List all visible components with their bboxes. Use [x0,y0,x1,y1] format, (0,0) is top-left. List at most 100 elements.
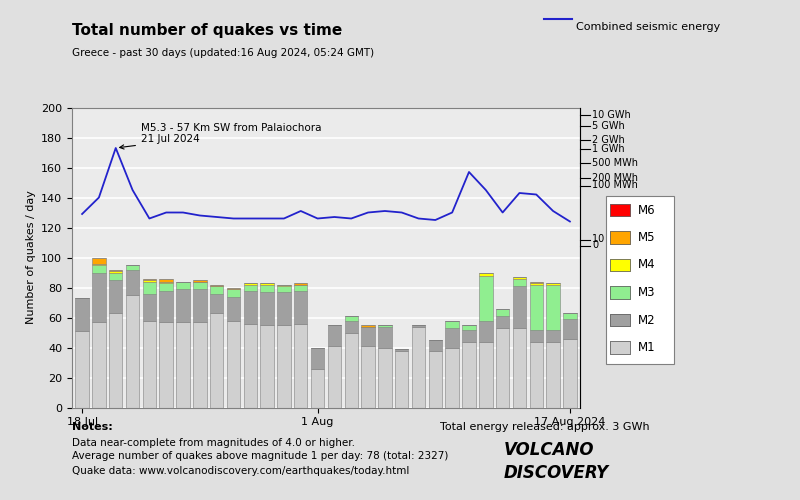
Bar [159,283,173,290]
Text: M2: M2 [638,314,655,326]
Text: M1: M1 [638,341,655,354]
Bar [142,282,156,294]
Bar [563,319,577,338]
Bar [278,292,290,325]
Text: Notes:: Notes: [72,422,113,432]
Text: M1: M1 [638,341,655,354]
Bar [530,283,543,284]
Bar [126,270,139,295]
Bar [345,316,358,320]
Bar [328,325,341,346]
Bar [446,348,459,408]
Bar [142,320,156,408]
Bar [345,332,358,407]
Text: Total energy released: approx. 3 GWh: Total energy released: approx. 3 GWh [440,422,650,432]
Bar [496,308,510,316]
Bar [142,278,156,280]
Bar [395,349,409,350]
Bar [412,326,426,407]
Bar [159,322,173,408]
Bar [446,328,459,347]
Bar [546,342,560,407]
Text: 2 GWh: 2 GWh [592,136,625,145]
Bar [513,286,526,328]
Bar [294,284,307,290]
Bar [513,277,526,278]
Bar [378,326,392,347]
Bar [109,272,122,280]
Bar [462,342,476,407]
Bar [278,284,290,286]
Bar [159,290,173,322]
Bar [429,340,442,350]
Text: M3: M3 [638,286,655,299]
Bar [378,325,392,326]
Bar [530,284,543,330]
Bar [126,265,139,270]
Bar [226,289,240,296]
Bar [345,320,358,332]
Bar [479,320,493,342]
Bar [260,284,274,292]
Bar [546,330,560,342]
Text: M6: M6 [638,204,655,216]
Bar [210,294,223,313]
Text: M3: M3 [638,286,655,299]
Bar [530,330,543,342]
Text: Combined seismic energy: Combined seismic energy [576,22,720,32]
Text: M4: M4 [638,258,655,272]
Bar [210,284,223,286]
Bar [75,331,89,407]
Bar [109,280,122,313]
Bar [412,325,426,326]
Bar [260,292,274,325]
Bar [278,325,290,407]
Bar [260,325,274,407]
Bar [311,348,324,368]
Text: Data near-complete from magnitudes of 4.0 or higher.: Data near-complete from magnitudes of 4.… [72,438,355,448]
Bar [378,348,392,408]
Bar [479,272,493,276]
Bar [479,342,493,407]
Bar [159,282,173,283]
Text: DISCOVERY: DISCOVERY [504,464,609,481]
Bar [362,346,374,408]
Bar [159,278,173,281]
Bar [226,296,240,320]
Bar [496,328,510,407]
Bar [243,290,257,324]
Bar [362,326,374,346]
Text: 1 GWh: 1 GWh [592,144,625,154]
Bar [109,313,122,408]
Bar [126,295,139,408]
Text: M5: M5 [638,231,655,244]
Bar [176,282,190,289]
Bar [176,322,190,408]
Bar [362,325,374,326]
Bar [92,272,106,322]
Text: Quake data: www.volcanodiscovery.com/earthquakes/today.html: Quake data: www.volcanodiscovery.com/ear… [72,466,410,476]
Text: 10 MWh: 10 MWh [592,234,632,244]
Bar [210,313,223,408]
Bar [395,350,409,408]
Text: 0: 0 [592,240,598,250]
Bar [294,324,307,407]
Text: 500 MWh: 500 MWh [592,158,638,168]
Bar [243,324,257,407]
Y-axis label: Number of quakes / day: Number of quakes / day [26,190,35,324]
Text: Total number of quakes vs time: Total number of quakes vs time [72,22,342,38]
Text: M4: M4 [638,258,655,272]
Bar [294,283,307,284]
Text: VOLCANO: VOLCANO [504,441,594,459]
Bar [142,280,156,281]
Bar [462,325,476,330]
Bar [176,289,190,322]
Bar [328,346,341,408]
Bar [546,284,560,330]
Bar [75,298,89,331]
Bar [530,282,543,283]
Bar [210,286,223,294]
Bar [513,328,526,407]
Text: Greece - past 30 days (updated:16 Aug 2024, 05:24 GMT): Greece - past 30 days (updated:16 Aug 20… [72,48,374,58]
Bar [193,280,206,281]
